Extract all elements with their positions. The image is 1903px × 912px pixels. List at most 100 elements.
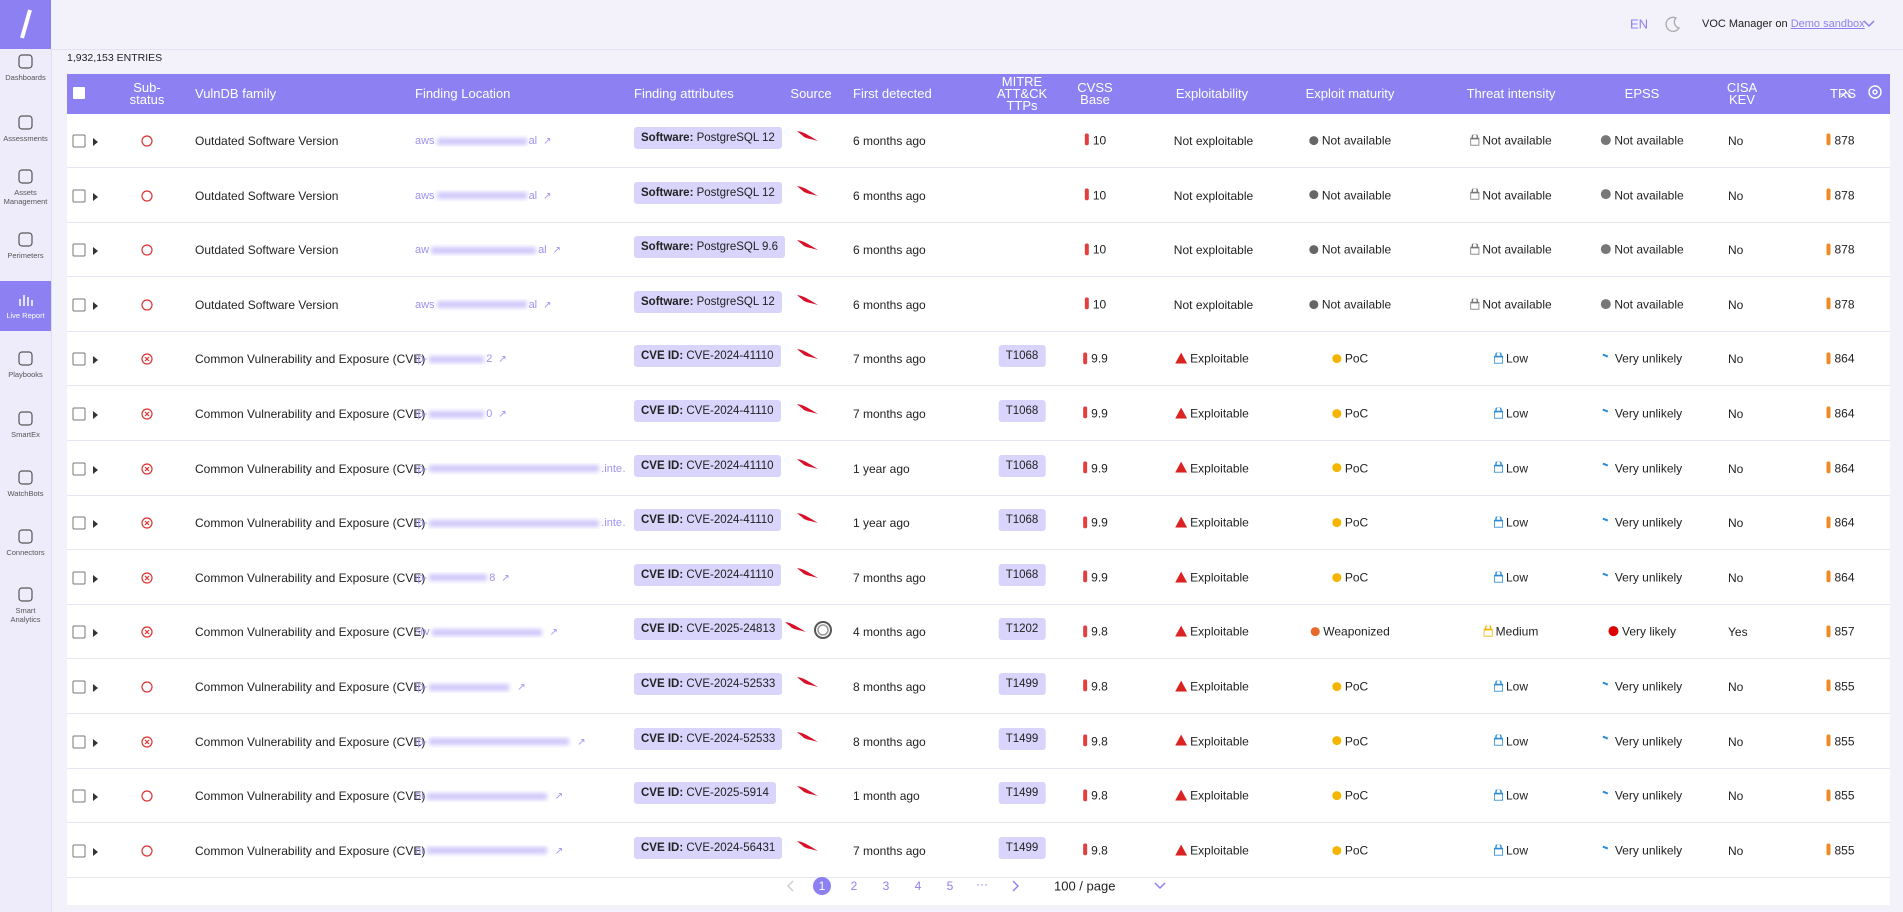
row-checkbox[interactable] <box>72 571 86 585</box>
row-checkbox[interactable] <box>72 407 86 421</box>
sidebar-icon[interactable] <box>17 410 34 427</box>
sidebar-label[interactable]: WatchBots <box>7 489 44 498</box>
page-size-dropdown[interactable] <box>1153 880 1167 892</box>
finding-location[interactable]: ip- .inte… <box>415 463 625 475</box>
sidebar-label[interactable]: Connectors <box>6 548 45 557</box>
mitre-ttp[interactable]: T1068 <box>998 400 1046 422</box>
page-size[interactable]: 100 / page <box>1054 878 1116 894</box>
expand[interactable] <box>92 791 100 802</box>
expand[interactable] <box>92 245 100 256</box>
expand[interactable] <box>92 300 100 310</box>
page-more[interactable]: ··· <box>976 877 988 891</box>
finding-location[interactable]: ip- ↗ <box>415 736 586 748</box>
sidebar-label[interactable]: Assets Management <box>3 188 48 206</box>
page-number[interactable]: 3 <box>882 879 890 893</box>
sidebar-label[interactable]: SmartEx <box>11 430 40 439</box>
column-header[interactable]: EPSS <box>1624 86 1660 101</box>
theme-toggle[interactable] <box>1664 15 1682 33</box>
column-header[interactable]: VulnDB family <box>195 86 277 101</box>
mitre-ttp[interactable]: T1068 <box>998 345 1046 368</box>
workspace-link[interactable]: Demo sandbox <box>1790 18 1865 30</box>
sidebar-icon[interactable] <box>17 53 34 70</box>
row-checkbox[interactable] <box>72 352 86 366</box>
mitre-ttp[interactable]: T1068 <box>998 454 1046 477</box>
mitre-ttp[interactable]: T1068 <box>998 509 1046 532</box>
expand[interactable] <box>92 846 100 856</box>
expand[interactable] <box>92 573 100 583</box>
expand[interactable] <box>92 464 100 474</box>
mitre-ttp[interactable]: T1499 <box>998 727 1046 750</box>
page-number[interactable]: 5 <box>946 879 954 893</box>
row-checkbox[interactable] <box>72 789 86 803</box>
sidebar-icon[interactable] <box>17 350 34 367</box>
expand[interactable] <box>92 682 100 692</box>
sidebar-label[interactable]: Assessments <box>3 134 48 143</box>
row-checkbox[interactable] <box>72 189 86 203</box>
column-header[interactable]: Source <box>790 86 832 101</box>
finding-location[interactable]: aw al ↗ <box>415 244 561 256</box>
expand[interactable] <box>92 136 100 146</box>
column-header[interactable]: MITRE ATT&CK TTPs <box>996 74 1048 113</box>
finding-location[interactable]: srv ↗ <box>415 626 558 638</box>
column-header[interactable]: TRS <box>1830 86 1856 101</box>
page-number[interactable]: 2 <box>850 879 858 893</box>
sidebar-icon[interactable] <box>17 114 34 131</box>
finding-location[interactable]: aws al ↗ <box>415 190 552 202</box>
finding-location[interactable]: ip- .inte… <box>415 517 625 529</box>
sidebar-icon[interactable] <box>17 291 34 308</box>
expand[interactable] <box>92 737 100 747</box>
row-checkbox[interactable] <box>72 680 86 694</box>
finding-location[interactable]: aws al ↗ <box>415 299 552 311</box>
column-header[interactable]: Sub-status <box>129 80 165 107</box>
row-checkbox[interactable] <box>72 134 86 148</box>
column-header[interactable]: CISA KEV <box>1726 80 1758 107</box>
row-checkbox[interactable] <box>72 625 86 639</box>
mitre-ttp[interactable]: T1499 <box>998 836 1046 859</box>
row-checkbox[interactable] <box>72 516 86 530</box>
row-checkbox[interactable] <box>72 298 86 312</box>
sidebar-icon[interactable] <box>17 231 34 248</box>
finding-location[interactable]: br ↗ <box>415 845 563 857</box>
select-all[interactable] <box>72 86 86 100</box>
mitre-ttp[interactable]: T1499 <box>998 782 1046 805</box>
sidebar-label[interactable]: Live Report <box>6 311 45 320</box>
expand[interactable] <box>92 518 100 529</box>
finding-location[interactable]: ip- ↗ <box>415 681 526 693</box>
finding-location[interactable]: ip- 2 ↗ <box>415 353 507 365</box>
prev-page[interactable] <box>786 880 796 892</box>
sidebar-icon[interactable] <box>17 168 34 185</box>
page-number[interactable]: 4 <box>914 879 922 893</box>
account-dropdown[interactable] <box>1862 17 1876 31</box>
settings[interactable] <box>1866 83 1884 101</box>
column-header[interactable]: Threat intensity <box>1466 86 1556 101</box>
sidebar-icon[interactable] <box>17 528 34 545</box>
row-checkbox[interactable] <box>72 243 86 257</box>
finding-location[interactable]: ip- 0 ↗ <box>415 408 507 420</box>
column-header[interactable]: CVSS Base <box>1077 80 1113 107</box>
column-header[interactable]: Exploitability <box>1175 86 1249 101</box>
expand[interactable] <box>92 409 100 419</box>
row-checkbox[interactable] <box>72 735 86 749</box>
mitre-ttp[interactable]: T1202 <box>998 618 1046 641</box>
sidebar-label[interactable]: Playbooks <box>8 370 43 379</box>
mitre-ttp[interactable]: T1499 <box>998 673 1046 695</box>
finding-location[interactable]: ip- 8 ↗ <box>415 572 510 584</box>
finding-location[interactable]: aws al ↗ <box>415 135 552 147</box>
mitre-ttp[interactable]: T1068 <box>998 563 1046 586</box>
sidebar-icon[interactable] <box>17 469 34 486</box>
expand[interactable] <box>92 627 100 638</box>
column-header[interactable]: Exploit maturity <box>1305 86 1395 101</box>
next-page[interactable] <box>1010 880 1020 892</box>
sidebar-icon[interactable] <box>17 586 34 603</box>
sort-icon[interactable] <box>1840 88 1852 98</box>
language[interactable]: EN <box>1630 16 1649 32</box>
page-number[interactable]: 1 <box>813 877 831 895</box>
sidebar-label[interactable]: Dashboards <box>5 73 46 82</box>
finding-location[interactable]: br ↗ <box>415 790 563 802</box>
expand[interactable] <box>92 354 100 365</box>
row-checkbox[interactable] <box>72 462 86 476</box>
expand[interactable] <box>92 191 100 201</box>
sidebar-label[interactable]: Perimeters <box>7 251 44 260</box>
column-header[interactable]: Finding attributes <box>634 86 734 101</box>
column-header[interactable]: Finding Location <box>415 86 511 101</box>
